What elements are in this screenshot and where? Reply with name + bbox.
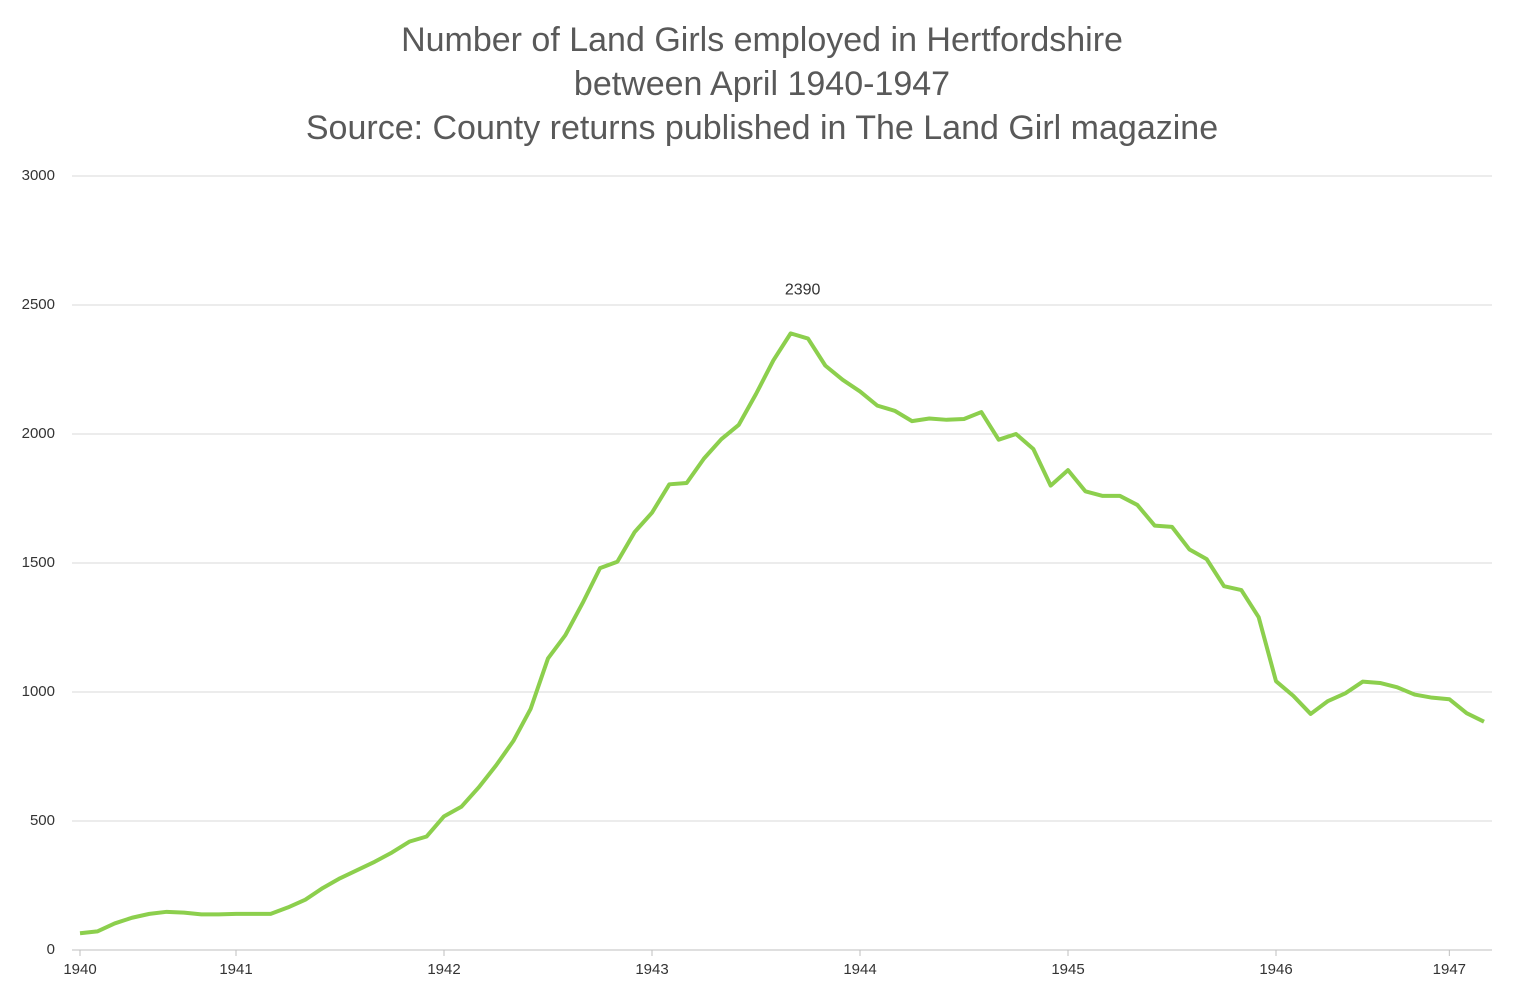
x-tick-label: 1946 — [1259, 961, 1292, 978]
line — [79, 331, 1485, 936]
chart-title: Number of Land Girls employed in Hertfor… — [401, 21, 1123, 59]
x-tick-label: 1943 — [635, 961, 668, 978]
x-tick-label: 1944 — [843, 961, 876, 978]
x-tick-label: 1941 — [219, 961, 252, 978]
y-tick-label: 0 — [47, 941, 55, 958]
y-tick-label: 3000 — [22, 167, 55, 184]
x-tick-label: 1945 — [1051, 961, 1084, 978]
x-tick-label: 1942 — [427, 961, 460, 978]
y-tick-label: 2500 — [22, 296, 55, 313]
y-tick-label: 2000 — [22, 425, 55, 442]
x-tick-label: 1940 — [63, 961, 96, 978]
y-tick-label: 1000 — [22, 683, 55, 700]
x-tick-label: 1947 — [1433, 961, 1466, 978]
chart-title: between April 1940-1947 — [574, 65, 950, 103]
chart-title: Source: County returns published in The … — [306, 109, 1218, 147]
y-tick-label: 1500 — [22, 554, 55, 571]
y-tick-label: 500 — [30, 812, 55, 829]
data-label: 2390 — [785, 282, 821, 299]
